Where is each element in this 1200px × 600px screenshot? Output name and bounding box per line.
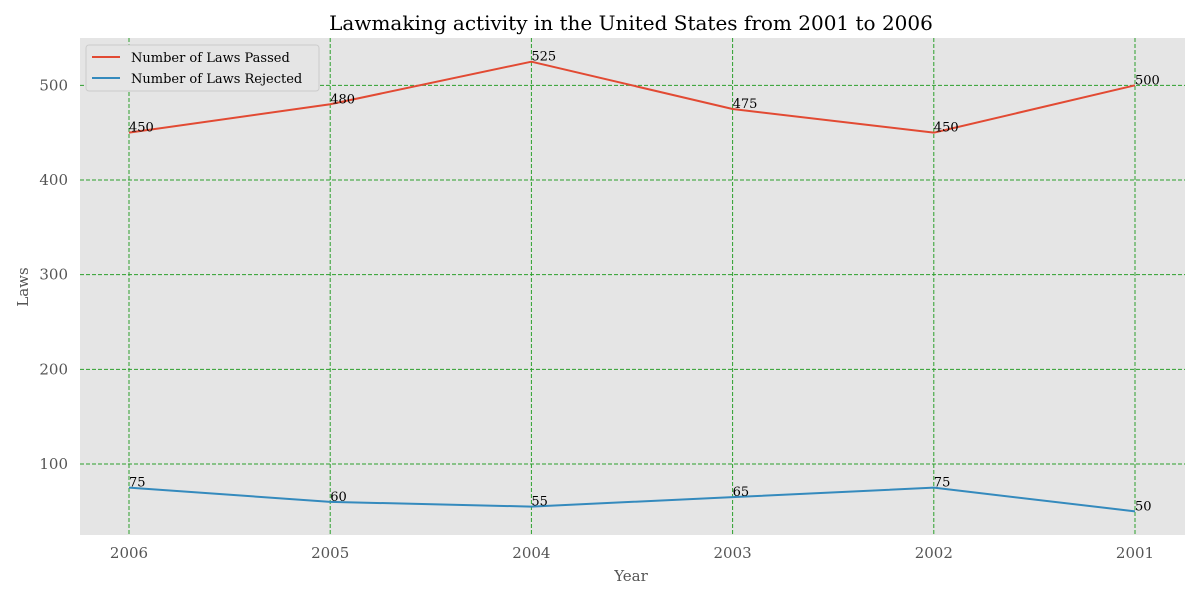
data-label: 500 [1135, 73, 1160, 88]
y-axis-ticks: 100 200 300 400 500 [39, 76, 68, 473]
data-label: 480 [330, 92, 355, 107]
data-labels: 450 480 525 475 450 500 75 60 55 65 75 50 [129, 50, 1160, 515]
x-axis-ticks: 2006 2005 2004 2003 2002 2001 [110, 544, 1154, 562]
data-label: 525 [531, 50, 556, 65]
x-axis-title: Year [613, 567, 648, 585]
legend-entry-label: Number of Laws Passed [131, 51, 290, 66]
y-tick-label: 400 [39, 171, 68, 189]
data-label: 75 [934, 476, 951, 491]
x-tick-label: 2002 [915, 544, 953, 562]
x-tick-label: 2004 [512, 544, 550, 562]
data-label: 50 [1135, 499, 1152, 514]
series-line-rejected [128, 486, 1136, 513]
x-tick-label: 2001 [1116, 544, 1154, 562]
y-tick-label: 100 [39, 455, 68, 473]
data-label: 60 [330, 490, 347, 505]
plot-area [80, 38, 1185, 535]
series-lines [128, 60, 1136, 513]
data-label: 475 [733, 97, 758, 112]
y-tick-label: 200 [39, 360, 68, 378]
legend-box [85, 44, 320, 92]
x-tick-label: 2006 [110, 544, 148, 562]
y-axis-title: Laws [14, 267, 32, 306]
series-line-passed [128, 60, 1136, 134]
x-tick-label: 2005 [311, 544, 349, 562]
y-tick-label: 500 [39, 76, 68, 94]
data-label: 65 [733, 485, 750, 500]
data-label: 75 [129, 476, 146, 491]
y-tick-label: 300 [39, 266, 68, 284]
legend-entry-label: Number of Laws Rejected [131, 72, 302, 87]
x-tick-label: 2003 [714, 544, 752, 562]
data-label: 450 [934, 121, 959, 136]
data-label: 55 [531, 495, 548, 510]
chart-title: Lawmaking activity in the United States … [329, 11, 933, 35]
data-label: 450 [129, 121, 154, 136]
legend: Number of Laws Passed Number of Laws Reje… [85, 44, 320, 92]
